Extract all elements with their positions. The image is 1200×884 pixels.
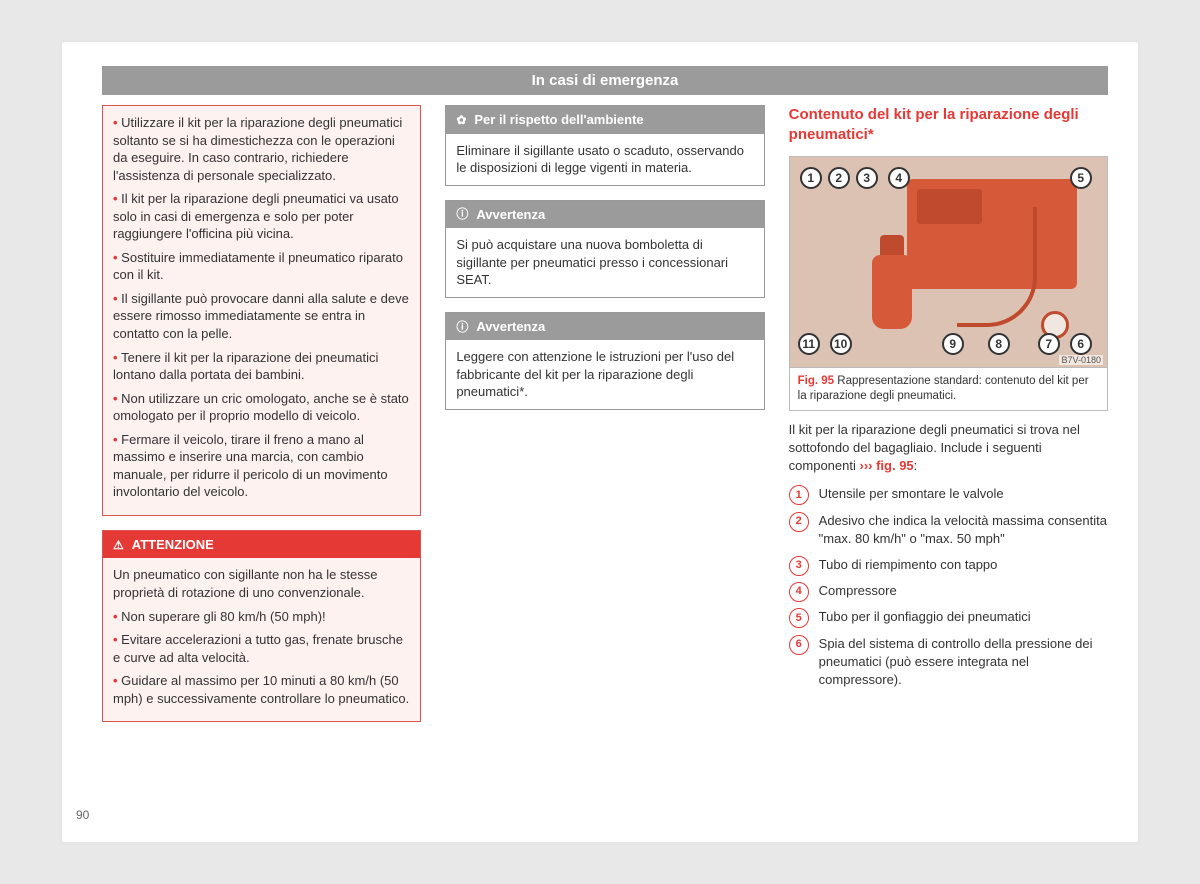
environment-box: ✿ Per il rispetto dell'ambiente Eliminar… <box>445 105 764 186</box>
kit-item: Tubo di riempimento con tappo <box>789 556 1108 574</box>
kit-item: Utensile per smontare le valvole <box>789 485 1108 503</box>
figure-image: 1234 5 67 8 9 10 11 B7V-0180 <box>790 157 1107 367</box>
callout-5: 5 <box>1070 167 1092 189</box>
safety-item: Sostituire immediatamente il pneumatico … <box>113 249 410 284</box>
hose-shape <box>957 207 1037 327</box>
callout-1: 1 <box>800 167 822 189</box>
column-left: Utilizzare il kit per la riparazione deg… <box>102 105 421 736</box>
info-icon: ⓘ <box>456 206 468 222</box>
manual-page: In casi di emergenza Utilizzare il kit p… <box>62 42 1138 842</box>
safety-box: Utilizzare il kit per la riparazione deg… <box>102 105 421 516</box>
kit-intro-text: Il kit per la riparazione degli pneumati… <box>789 422 1080 473</box>
callout-4: 4 <box>888 167 910 189</box>
figure-code: B7V-0180 <box>1059 355 1103 365</box>
column-right: Contenuto del kit per la riparazione deg… <box>789 105 1108 736</box>
kit-item: Compressore <box>789 582 1108 600</box>
column-middle: ✿ Per il rispetto dell'ambiente Eliminar… <box>445 105 764 736</box>
note2-title: Avvertenza <box>476 318 545 336</box>
kit-section-title: Contenuto del kit per la riparazione deg… <box>789 105 1108 144</box>
callout-11: 11 <box>798 333 820 355</box>
attention-item: Guidare al massimo per 10 minuti a 80 km… <box>113 672 410 707</box>
callout-7: 7 <box>1038 333 1060 355</box>
page-header: In casi di emergenza <box>102 66 1108 95</box>
figure-caption-text: Rappresentazione standard: contenuto del… <box>798 375 1089 402</box>
note2-text: Leggere con attenzione le istruzioni per… <box>456 348 753 401</box>
ref-arrows: ››› <box>859 458 876 473</box>
figure-label: Fig. 95 <box>798 375 834 387</box>
safety-item: Il kit per la riparazione degli pneumati… <box>113 190 410 243</box>
note1-title-bar: ⓘ Avvertenza <box>446 201 763 229</box>
bottle-shape <box>872 255 912 329</box>
environment-title-bar: ✿ Per il rispetto dell'ambiente <box>446 106 763 134</box>
attention-intro: Un pneumatico con sigillante non ha le s… <box>113 566 410 601</box>
kit-item: Adesivo che indica la velocità massima c… <box>789 512 1108 548</box>
note2-box: ⓘ Avvertenza Leggere con attenzione le i… <box>445 312 764 410</box>
page-number: 90 <box>76 808 89 822</box>
flower-icon: ✿ <box>456 112 466 128</box>
safety-item: Tenere il kit per la riparazione dei pne… <box>113 349 410 384</box>
callout-2: 2 <box>828 167 850 189</box>
kit-intro: Il kit per la riparazione degli pneumati… <box>789 421 1108 476</box>
info-icon: ⓘ <box>456 319 468 335</box>
safety-item: Non utilizzare un cric omologato, anche … <box>113 390 410 425</box>
safety-item: Utilizzare il kit per la riparazione deg… <box>113 114 410 184</box>
environment-title: Per il rispetto dell'ambiente <box>474 111 643 129</box>
safety-item: Il sigillante può provocare danni alla s… <box>113 290 410 343</box>
attention-item: Non superare gli 80 km/h (50 mph)! <box>113 608 410 626</box>
safety-list: Utilizzare il kit per la riparazione deg… <box>113 114 410 501</box>
callout-8: 8 <box>988 333 1010 355</box>
attention-item: Evitare accelerazioni a tutto gas, frena… <box>113 631 410 666</box>
fig-ref: fig. 95 <box>876 458 914 473</box>
kit-item-list: Utensile per smontare le valvole Adesivo … <box>789 485 1108 689</box>
attention-box: ⚠ ATTENZIONE Un pneumatico con sigillant… <box>102 530 421 722</box>
figure-95: 1234 5 67 8 9 10 11 B7V-0180 Fig. 95 Rappresen… <box>789 156 1108 411</box>
warning-icon: ⚠ <box>113 537 124 553</box>
kit-item: Spia del sistema di controllo della pres… <box>789 635 1108 690</box>
columns: Utilizzare il kit per la riparazione deg… <box>102 105 1108 736</box>
note1-box: ⓘ Avvertenza Si può acquistare una nuova… <box>445 200 764 298</box>
environment-text: Eliminare il sigillante usato o scaduto,… <box>456 142 753 177</box>
safety-item: Fermare il veicolo, tirare il freno a ma… <box>113 431 410 501</box>
callout-6: 6 <box>1070 333 1092 355</box>
attention-list: Non superare gli 80 km/h (50 mph)! Evitar… <box>113 608 410 708</box>
kit-item: Tubo per il gonfiaggio dei pneumatici <box>789 608 1108 626</box>
callout-3: 3 <box>856 167 878 189</box>
callout-9: 9 <box>942 333 964 355</box>
callout-10: 10 <box>830 333 852 355</box>
note2-title-bar: ⓘ Avvertenza <box>446 313 763 341</box>
figure-caption: Fig. 95 Rappresentazione standard: conte… <box>790 367 1107 410</box>
note1-title: Avvertenza <box>476 206 545 224</box>
attention-title-bar: ⚠ ATTENZIONE <box>103 531 420 559</box>
attention-title: ATTENZIONE <box>132 536 214 554</box>
note1-text: Si può acquistare una nuova bomboletta d… <box>456 236 753 289</box>
